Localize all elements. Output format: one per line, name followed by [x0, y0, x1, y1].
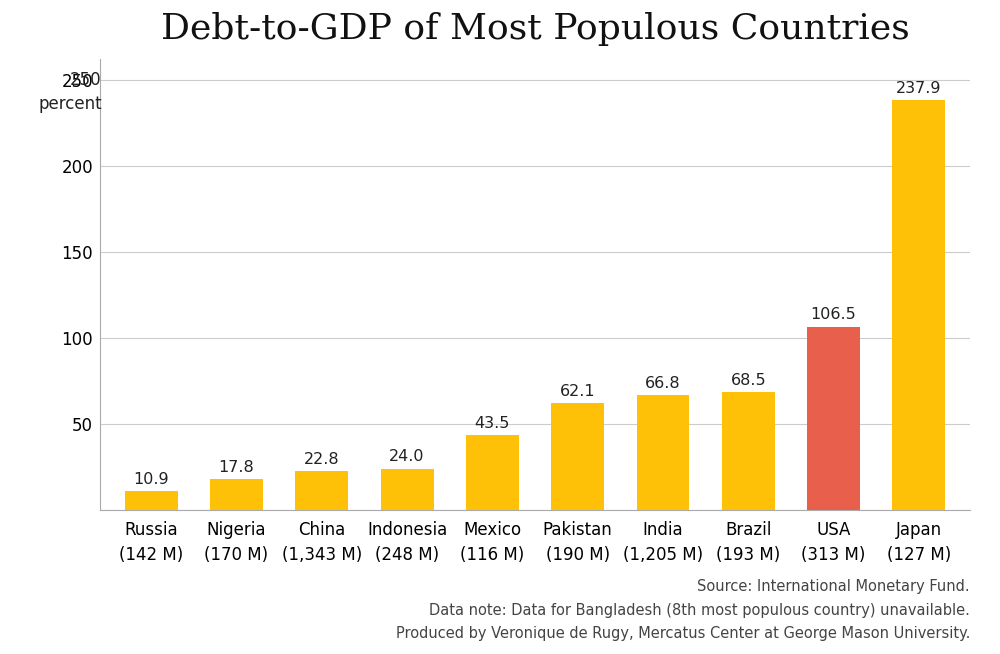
Bar [125, 491, 178, 510]
Text: percent: percent [38, 95, 102, 112]
Bar [551, 403, 604, 510]
Bar [807, 327, 860, 510]
Text: 62.1: 62.1 [560, 384, 595, 399]
Bar [892, 100, 945, 510]
Bar [381, 469, 434, 510]
Text: 24.0: 24.0 [389, 449, 425, 464]
Text: 10.9: 10.9 [133, 472, 169, 487]
Text: 250: 250 [70, 71, 102, 88]
Bar [722, 392, 775, 510]
Bar [295, 471, 348, 510]
Text: 106.5: 106.5 [811, 307, 856, 322]
Text: 237.9: 237.9 [896, 81, 942, 96]
Bar [637, 395, 689, 510]
Bar [466, 435, 519, 510]
Text: Source: International Monetary Fund.
Data note: Data for Bangladesh (8th most po: Source: International Monetary Fund. Dat… [396, 579, 970, 641]
Text: 66.8: 66.8 [645, 376, 681, 390]
Text: 17.8: 17.8 [219, 460, 254, 475]
Bar [210, 479, 263, 510]
Text: 43.5: 43.5 [475, 416, 510, 431]
Title: Debt-to-GDP of Most Populous Countries: Debt-to-GDP of Most Populous Countries [161, 12, 909, 46]
Text: 68.5: 68.5 [730, 373, 766, 388]
Text: 22.8: 22.8 [304, 451, 340, 466]
